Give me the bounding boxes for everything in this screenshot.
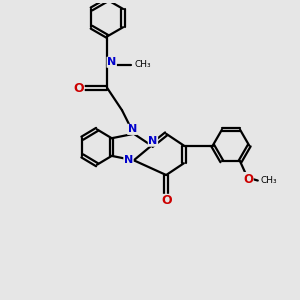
Text: CH₃: CH₃ <box>260 176 277 185</box>
Text: O: O <box>243 172 253 186</box>
Text: N: N <box>128 124 137 134</box>
Text: O: O <box>161 194 172 207</box>
Text: N: N <box>124 155 133 165</box>
Text: O: O <box>74 82 84 95</box>
Text: N: N <box>148 136 158 146</box>
Text: N: N <box>107 57 116 67</box>
Text: CH₃: CH₃ <box>134 60 151 69</box>
